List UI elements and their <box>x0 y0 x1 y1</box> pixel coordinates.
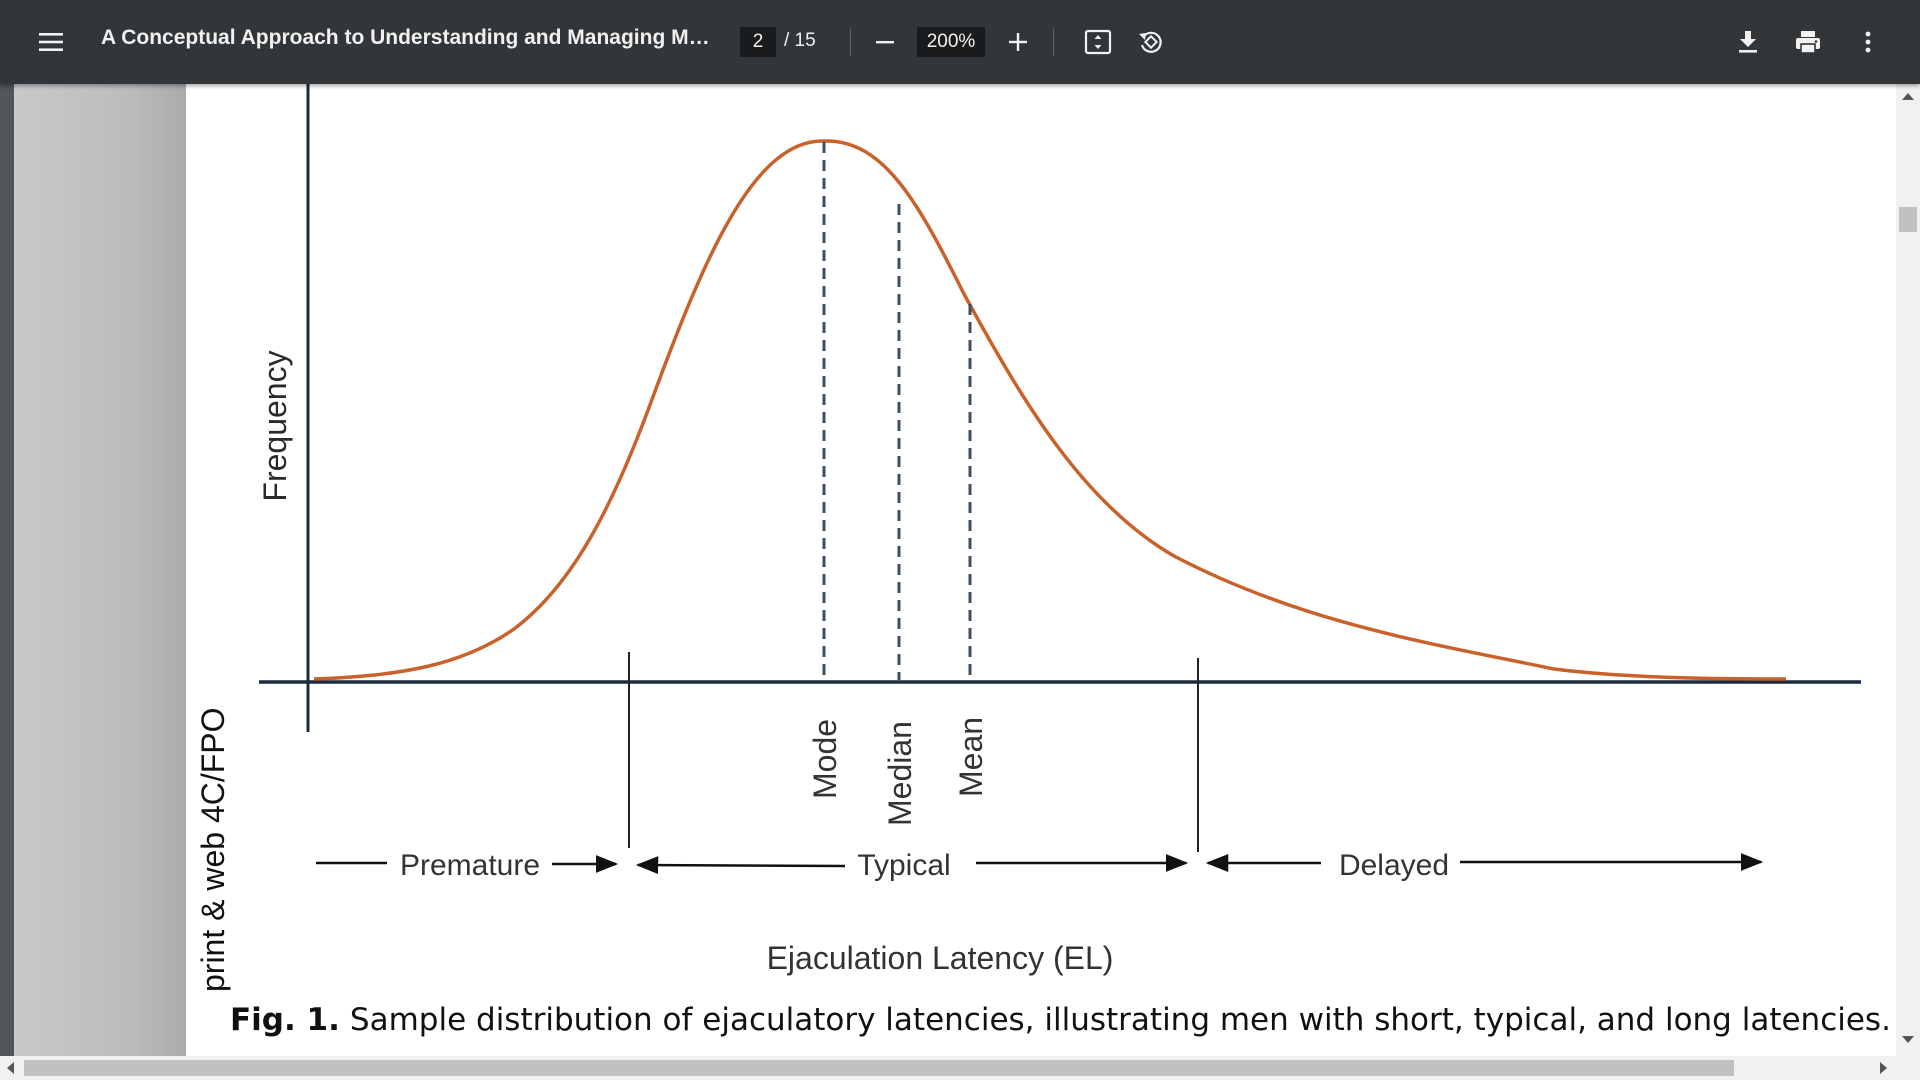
delayed-label: Delayed <box>1339 849 1449 882</box>
figure-caption-label: Fig. 1. <box>230 1002 340 1038</box>
download-button[interactable] <box>1728 22 1768 62</box>
distribution-figure: print & web 4C/FPO Frequency Mode Median… <box>195 84 1861 992</box>
document-title: A Conceptual Approach to Understanding a… <box>101 26 721 49</box>
y-axis-label: Frequency <box>257 350 293 501</box>
vertical-scroll-thumb[interactable] <box>1899 207 1917 232</box>
fit-to-page-button[interactable] <box>1078 22 1118 62</box>
zoom-in-button[interactable] <box>998 22 1038 62</box>
page-gutter <box>14 84 186 1056</box>
horizontal-scroll-thumb[interactable] <box>24 1060 1734 1076</box>
median-label: Median <box>882 721 918 826</box>
figure-caption: Fig. 1. Sample distribution of ejaculator… <box>230 1002 1891 1038</box>
page-number-input[interactable] <box>740 27 776 57</box>
figure-caption-text: Sample distribution of ejaculatory laten… <box>349 1002 1891 1038</box>
pdf-toolbar: A Conceptual Approach to Understanding a… <box>0 0 1920 84</box>
rotate-icon <box>1139 31 1162 53</box>
toolbar-divider <box>1053 28 1054 56</box>
fit-to-page-icon <box>1084 29 1112 55</box>
horizontal-scrollbar[interactable] <box>0 1056 1920 1080</box>
mean-label: Mean <box>953 717 989 797</box>
scroll-left-arrow-icon[interactable] <box>7 1062 14 1074</box>
typical-label: Typical <box>857 849 950 882</box>
more-vert-icon <box>1865 31 1871 53</box>
print-icon <box>1796 31 1820 54</box>
distribution-curve <box>313 139 1787 681</box>
pdf-viewer[interactable]: print & web 4C/FPO Frequency Mode Median… <box>0 84 1896 1056</box>
pdf-page: print & web 4C/FPO Frequency Mode Median… <box>14 84 1896 1056</box>
side-label: print & web 4C/FPO <box>195 707 231 992</box>
minus-icon <box>876 41 894 44</box>
more-options-button[interactable] <box>1848 22 1888 62</box>
scroll-right-arrow-icon[interactable] <box>1880 1062 1887 1074</box>
menu-button[interactable] <box>31 22 71 62</box>
page-total: / 15 <box>784 30 816 51</box>
x-axis-label: Ejaculation Latency (EL) <box>767 940 1114 976</box>
vertical-scrollbar[interactable] <box>1896 84 1920 1056</box>
menu-icon <box>39 33 63 51</box>
plus-icon <box>1009 33 1027 51</box>
typical-arrow-left <box>635 856 846 875</box>
zoom-input[interactable] <box>917 27 985 57</box>
scroll-down-arrow-icon[interactable] <box>1902 1036 1914 1043</box>
toolbar-divider <box>850 28 851 56</box>
scroll-up-arrow-icon[interactable] <box>1902 93 1914 100</box>
print-button[interactable] <box>1788 22 1828 62</box>
rotate-button[interactable] <box>1131 22 1171 62</box>
zoom-out-button[interactable] <box>865 22 905 62</box>
premature-label: Premature <box>400 849 540 882</box>
download-icon <box>1739 31 1757 53</box>
mode-label: Mode <box>807 719 843 799</box>
